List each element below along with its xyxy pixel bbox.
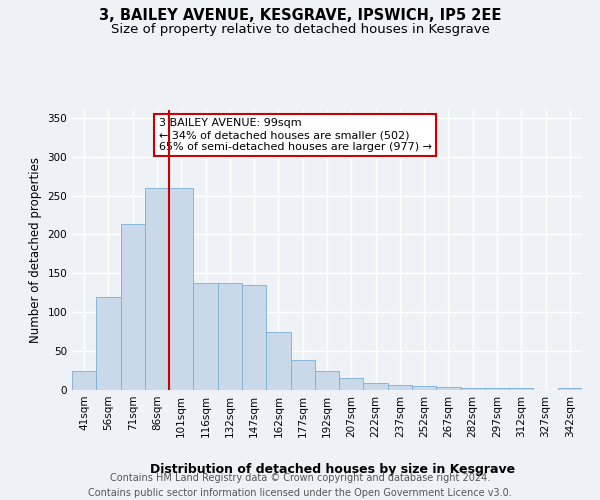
Bar <box>96 298 121 390</box>
Bar <box>242 285 266 390</box>
Bar <box>266 332 290 390</box>
Text: Contains HM Land Registry data © Crown copyright and database right 2024.
Contai: Contains HM Land Registry data © Crown c… <box>88 472 512 498</box>
Y-axis label: Number of detached properties: Number of detached properties <box>29 157 42 343</box>
Bar <box>436 387 461 390</box>
Bar <box>290 360 315 390</box>
Bar <box>121 224 145 390</box>
Bar <box>145 188 169 390</box>
Bar <box>193 284 218 390</box>
Bar <box>364 383 388 390</box>
Bar <box>461 388 485 390</box>
Bar <box>558 388 582 390</box>
Text: 3, BAILEY AVENUE, KESGRAVE, IPSWICH, IP5 2EE: 3, BAILEY AVENUE, KESGRAVE, IPSWICH, IP5… <box>99 8 501 22</box>
Bar <box>315 372 339 390</box>
Bar <box>169 188 193 390</box>
Bar <box>339 378 364 390</box>
Text: 3 BAILEY AVENUE: 99sqm
← 34% of detached houses are smaller (502)
65% of semi-de: 3 BAILEY AVENUE: 99sqm ← 34% of detached… <box>158 118 432 152</box>
Bar <box>509 388 533 390</box>
Bar <box>412 386 436 390</box>
Bar <box>72 372 96 390</box>
Text: Size of property relative to detached houses in Kesgrave: Size of property relative to detached ho… <box>110 22 490 36</box>
Text: Distribution of detached houses by size in Kesgrave: Distribution of detached houses by size … <box>151 462 515 475</box>
Bar <box>485 388 509 390</box>
Bar <box>388 384 412 390</box>
Bar <box>218 284 242 390</box>
